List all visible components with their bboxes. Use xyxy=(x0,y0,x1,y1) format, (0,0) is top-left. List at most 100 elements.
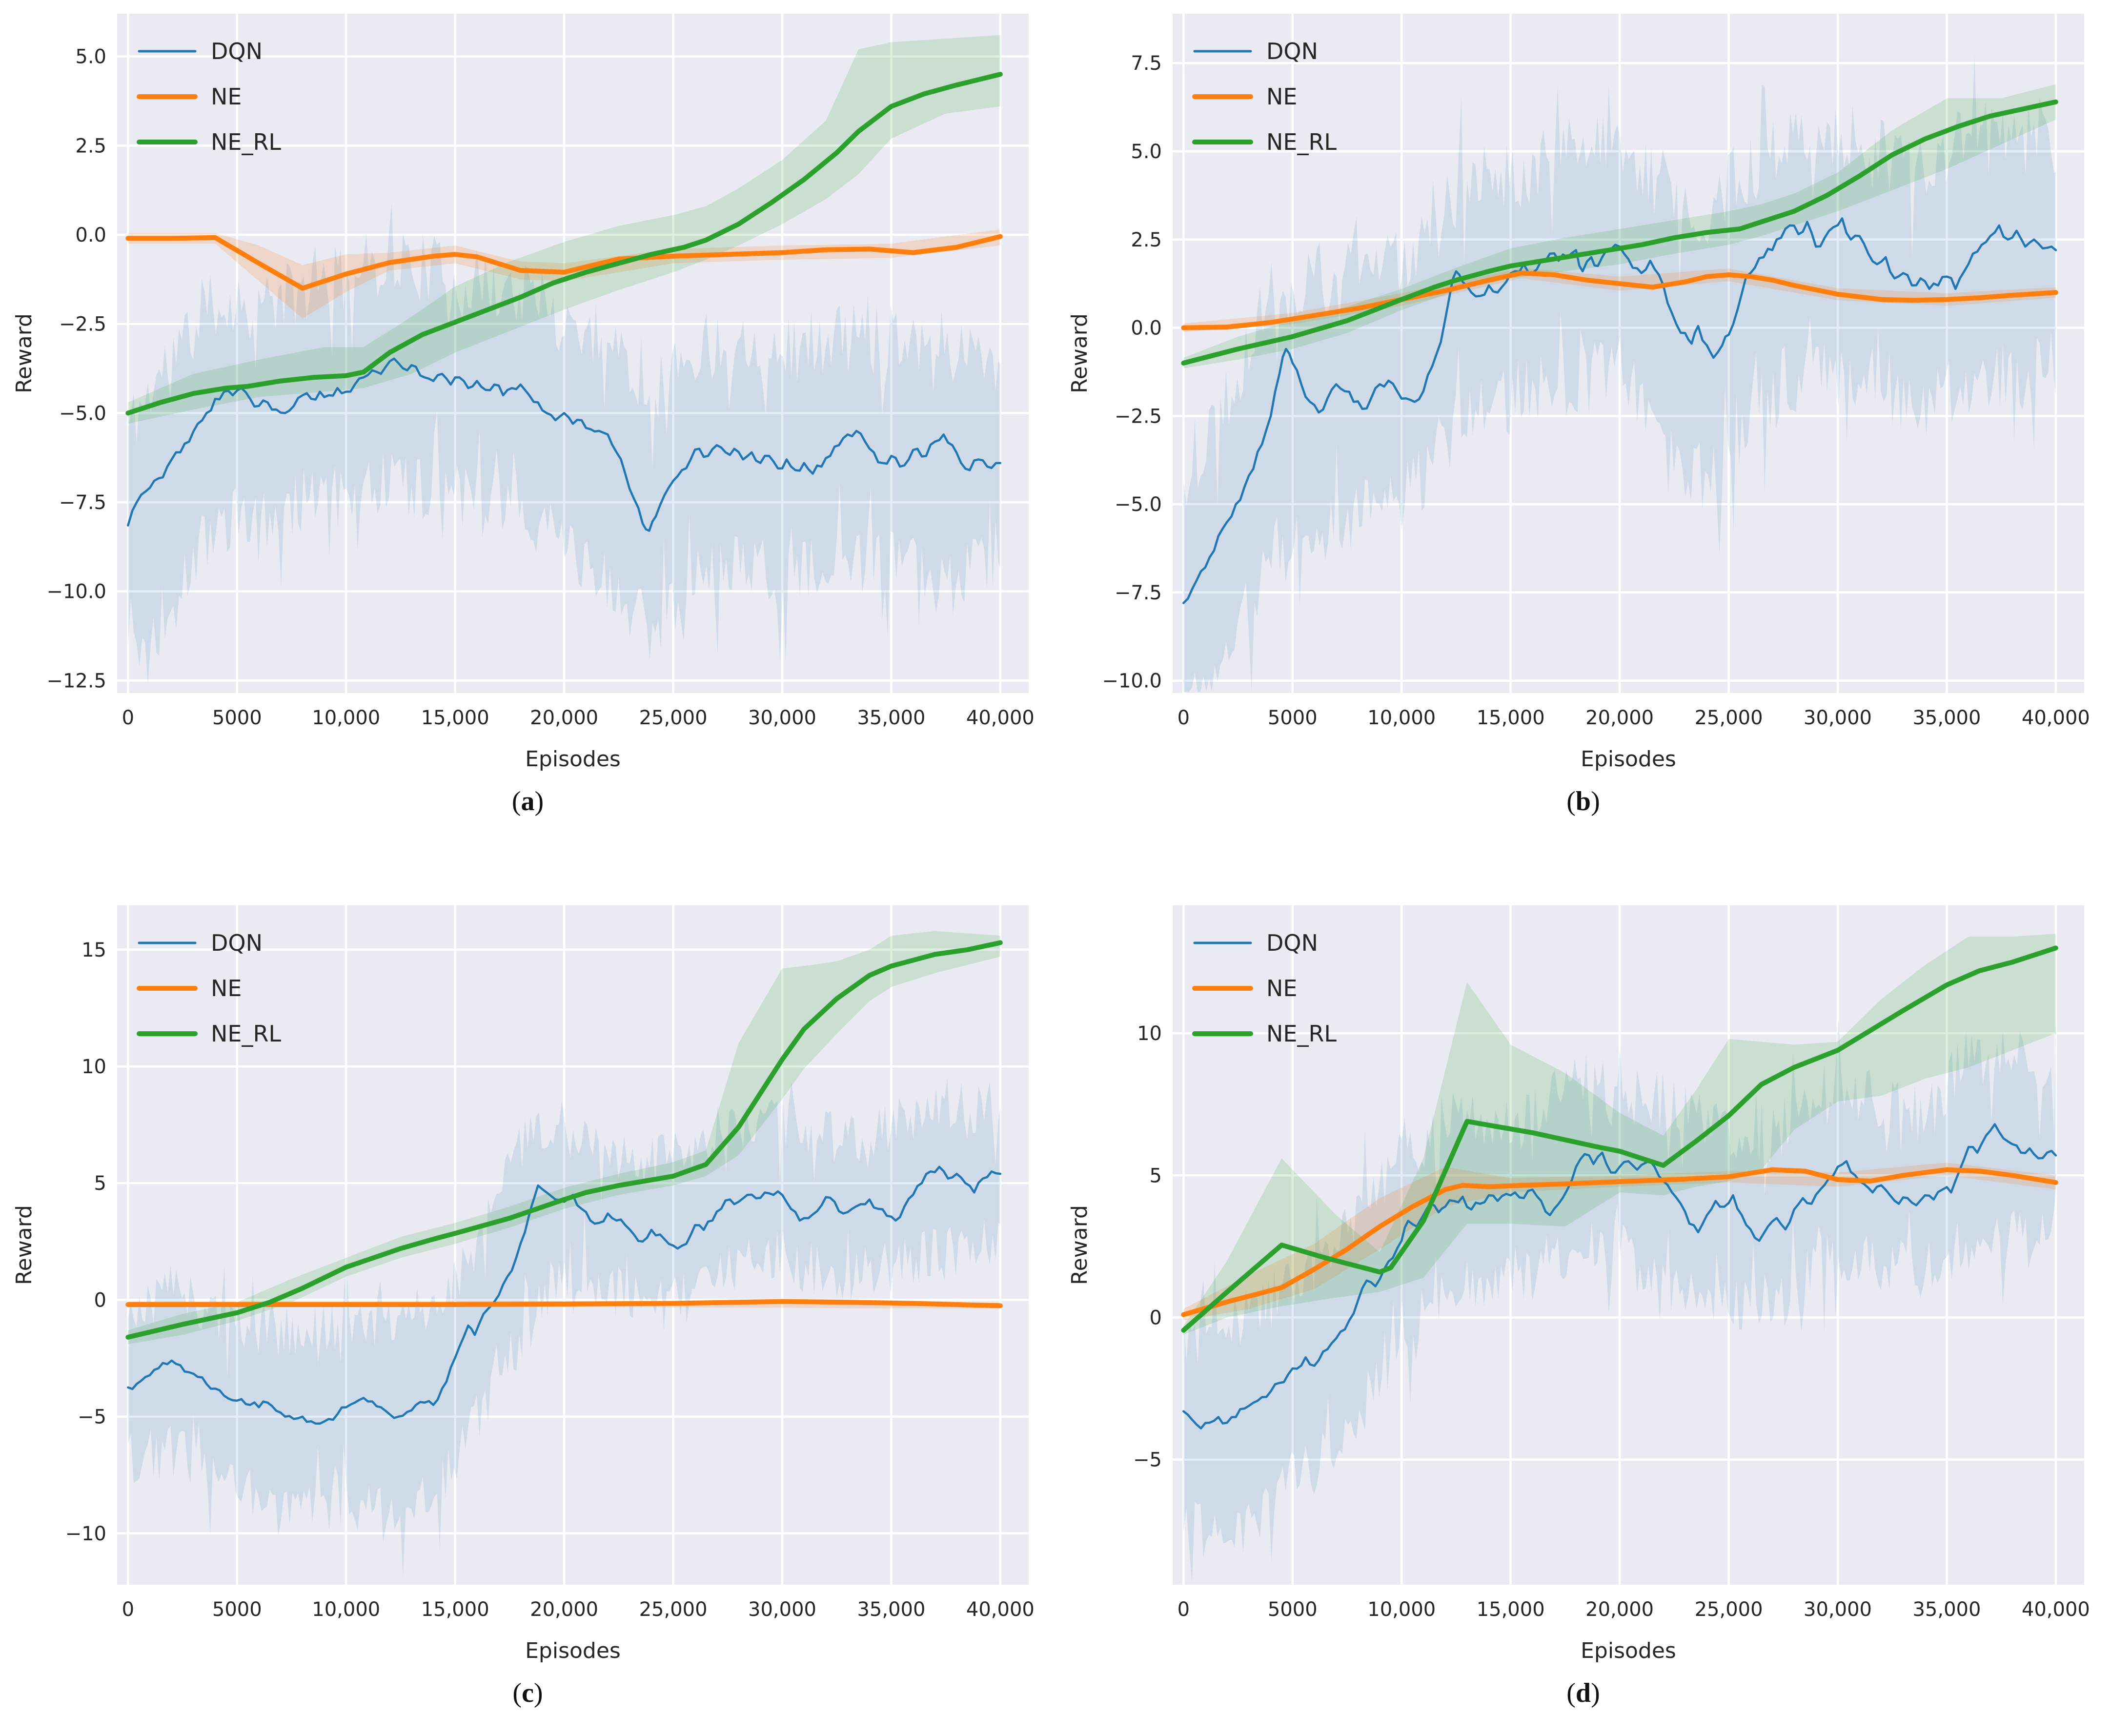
legend-label-ne_rl: NE_RL xyxy=(211,129,281,155)
x-tick-label: 25,000 xyxy=(1695,707,1763,729)
x-tick-label: 20,000 xyxy=(1585,1598,1654,1621)
y-tick-label: 5.0 xyxy=(75,46,106,68)
x-tick-label: 0 xyxy=(1177,1598,1190,1621)
axis-label-y: Reward xyxy=(1067,1205,1092,1285)
legend-label-dqn: DQN xyxy=(1266,38,1318,64)
caption-paren-close: ) xyxy=(1591,1678,1600,1708)
subplot-d-caption: (d) xyxy=(1566,1679,1600,1707)
caption-paren-open: ( xyxy=(1566,1678,1576,1708)
caption-paren-close: ) xyxy=(533,1678,543,1708)
x-tick-label: 10,000 xyxy=(1367,707,1436,729)
caption-letter-c: c xyxy=(522,1678,534,1708)
caption-paren-close: ) xyxy=(534,786,544,817)
y-tick-label: 2.5 xyxy=(75,135,106,157)
axis-label-y: Reward xyxy=(12,313,37,393)
legend-label-ne: NE xyxy=(1266,975,1297,1001)
legend-label-ne_rl: NE_RL xyxy=(211,1021,281,1047)
series-band-ne_rl xyxy=(1183,934,2056,1335)
x-tick-label: 30,000 xyxy=(748,1598,816,1621)
y-tick-label: −5 xyxy=(78,1406,106,1429)
y-tick-label: 5.0 xyxy=(1131,141,1162,163)
series-line-ne xyxy=(1181,1167,2058,1317)
caption-paren-close: ) xyxy=(1591,786,1600,817)
plot-panel xyxy=(117,14,1029,693)
x-tick-label: 5000 xyxy=(1268,1598,1318,1621)
x-tick-label: 25,000 xyxy=(639,707,708,729)
axis-label-y: Reward xyxy=(12,1205,37,1285)
legend-label-dqn: DQN xyxy=(1266,930,1318,956)
series-band-dqn xyxy=(1183,54,2056,692)
legend-label-dqn: DQN xyxy=(211,930,263,956)
data-layer xyxy=(125,931,1003,1577)
series-band-ne xyxy=(1183,1163,2056,1321)
x-tick-label: 20,000 xyxy=(1585,707,1654,729)
x-tick-label: 35,000 xyxy=(1912,1598,1981,1621)
caption-letter-b: b xyxy=(1575,786,1591,817)
data-layer xyxy=(1181,54,2058,692)
x-tick-label: 15,000 xyxy=(421,1598,489,1621)
x-tick-label: 0 xyxy=(122,1598,134,1621)
x-tick-label: 40,000 xyxy=(966,707,1035,729)
x-tick-label: 5000 xyxy=(212,1598,262,1621)
y-tick-label: 0.0 xyxy=(75,224,106,246)
series-band-dqn xyxy=(128,1078,1000,1577)
y-tick-label: −5.0 xyxy=(59,402,106,425)
y-tick-label: −2.5 xyxy=(1115,405,1162,428)
subplot-c: 15 10 5 0 −5 −10 0 5000 10,000 15,000 20,000 25,000… xyxy=(0,849,1056,1707)
legend-label-ne: NE xyxy=(211,83,242,110)
axis-label-x: Episodes xyxy=(1581,1638,1676,1663)
y-tick-label: 15 xyxy=(81,939,106,961)
caption-letter-a: a xyxy=(521,786,535,817)
x-tick-label: 0 xyxy=(122,707,134,729)
caption-paren-open: ( xyxy=(512,1678,522,1708)
subplot-a: 5.0 2.5 0.0 −2.5 −5.0 −7.5 −10.0 −12.5 0 5000 10,0… xyxy=(0,0,1056,849)
series-line-dqn xyxy=(1182,1123,2057,1430)
x-tick-label: 25,000 xyxy=(639,1598,708,1621)
subplot-a-caption: (a) xyxy=(512,788,544,815)
y-tick-label: −2.5 xyxy=(59,313,106,336)
legend-label-dqn: DQN xyxy=(211,38,263,64)
chart-d-canvas: 10 5 0 −5 0 5000 10,000 15,000 20,000 25,000 30,00… xyxy=(1067,905,2090,1663)
x-tick-label: 20,000 xyxy=(530,1598,598,1621)
x-tick-label: 30,000 xyxy=(1804,707,1872,729)
y-tick-label: −10.0 xyxy=(46,581,106,603)
x-tick-label: 30,000 xyxy=(1804,1598,1872,1621)
subplot-d: 10 5 0 −5 0 5000 10,000 15,000 20,000 25,000 30,00… xyxy=(1056,849,2111,1707)
series-line-dqn xyxy=(127,357,1002,532)
axis-label-x: Episodes xyxy=(525,1638,621,1663)
subplot-b-caption: (b) xyxy=(1566,788,1600,815)
data-layer xyxy=(1181,934,2058,1584)
y-tick-label: −7.5 xyxy=(59,491,106,514)
y-tick-label: 5 xyxy=(1150,1164,1162,1187)
x-tick-label: 35,000 xyxy=(857,1598,925,1621)
y-tick-label: 0 xyxy=(1150,1307,1162,1329)
x-tick-label: 15,000 xyxy=(421,707,489,729)
chart-a-canvas: 5.0 2.5 0.0 −2.5 −5.0 −7.5 −10.0 −12.5 0 5000 10,0… xyxy=(12,14,1035,772)
y-tick-label: −7.5 xyxy=(1115,582,1162,604)
legend-label-ne: NE xyxy=(211,975,242,1001)
y-tick-label: −5.0 xyxy=(1115,493,1162,516)
y-tick-label: 0 xyxy=(94,1289,106,1311)
axis-label-x: Episodes xyxy=(525,747,621,772)
x-tick-label: 5000 xyxy=(212,707,262,729)
plot-panel xyxy=(1173,14,2084,693)
series-line-ne_rl xyxy=(1181,945,2058,1333)
x-tick-label: 10,000 xyxy=(1367,1598,1436,1621)
subplot-b: 7.5 5.0 2.5 0.0 −2.5 −5.0 −7.5 −10.0 0 5000 10,000… xyxy=(1056,0,2111,849)
axis-label-y: Reward xyxy=(1067,313,1092,393)
x-tick-label: 25,000 xyxy=(1695,1598,1763,1621)
x-tick-label: 15,000 xyxy=(1477,1598,1545,1621)
caption-paren-open: ( xyxy=(511,786,521,817)
axis-label-x: Episodes xyxy=(1581,747,1676,772)
plot-panel xyxy=(1173,905,2084,1585)
caption-letter-d: d xyxy=(1575,1678,1591,1708)
y-tick-label: 0.0 xyxy=(1131,317,1162,340)
x-tick-label: 0 xyxy=(1177,707,1190,729)
series-line-ne_rl xyxy=(125,940,1003,1340)
y-tick-label: −10 xyxy=(65,1523,106,1545)
y-tick-label: 5 xyxy=(94,1172,106,1195)
y-tick-label: 7.5 xyxy=(1131,52,1162,75)
series-line-ne xyxy=(125,234,1003,291)
y-tick-label: −12.5 xyxy=(46,670,106,692)
